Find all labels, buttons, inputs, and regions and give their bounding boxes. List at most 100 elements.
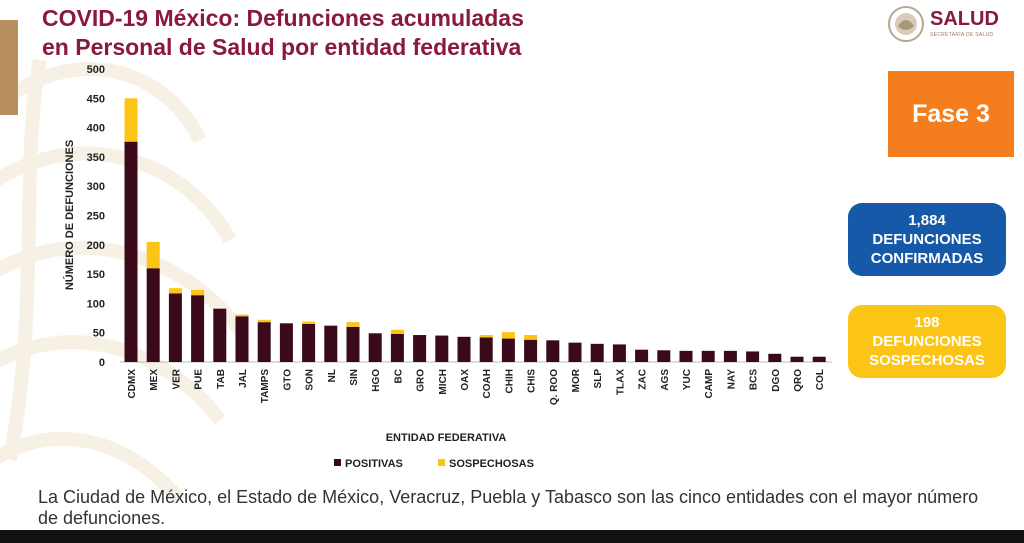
bar-positivas xyxy=(368,333,382,362)
bar-positivas xyxy=(413,335,427,362)
bar-positivas xyxy=(457,336,471,362)
x-tick-label: BCS xyxy=(749,369,760,390)
bar-sospechosas xyxy=(124,98,138,142)
x-tick-label: NL xyxy=(327,369,338,382)
logo-subtitle: SECRETARÍA DE SALUD xyxy=(930,32,994,38)
confirmed-count: 1,884 xyxy=(908,212,946,229)
bar-positivas xyxy=(679,350,693,362)
x-tick-label: TLAX xyxy=(615,369,626,395)
y-tick-label: 50 xyxy=(93,328,105,340)
confirmed-deaths-card: 1,884 DEFUNCIONES CONFIRMADAS xyxy=(848,203,1006,276)
x-tick-label: TAMPS xyxy=(260,369,271,404)
bar-sospechosas xyxy=(235,314,249,317)
y-tick-label: 250 xyxy=(87,211,105,223)
bar-positivas xyxy=(746,351,760,362)
bar-positivas xyxy=(279,323,293,362)
y-tick-label: 150 xyxy=(87,269,105,281)
y-tick-label: 450 xyxy=(87,93,105,105)
y-tick-label: 300 xyxy=(87,181,105,193)
x-tick-label: DGO xyxy=(771,369,782,392)
bar-positivas xyxy=(235,316,249,362)
x-tick-label: CHIH xyxy=(504,369,515,393)
x-tick-label: JAL xyxy=(238,369,249,388)
bar-sospechosas xyxy=(479,335,493,338)
confirmed-label-1: DEFUNCIONES xyxy=(872,231,982,248)
bar-positivas xyxy=(524,339,538,362)
legend-swatch-positivas xyxy=(334,459,341,466)
footnote-text: La Ciudad de México, el Estado de México… xyxy=(38,487,979,528)
bar-positivas xyxy=(701,350,715,362)
x-tick-label: ZAC xyxy=(638,369,649,390)
bar-positivas xyxy=(612,344,626,362)
bar-positivas xyxy=(390,333,404,362)
deaths-by-state-chart: 0 50 100 150 200 250 300 350 400 450 500 NÚMERO DE … xyxy=(63,64,832,470)
bar-positivas xyxy=(723,350,737,362)
salud-logo: SALUD SECRETARÍA DE SALUD xyxy=(886,4,1014,44)
bar-positivas xyxy=(146,268,160,362)
bar-positivas xyxy=(546,340,560,362)
x-tick-label: CAMP xyxy=(704,369,715,399)
x-tick-label: SON xyxy=(305,369,316,391)
x-tick-label: SLP xyxy=(593,369,604,389)
phase-badge: Fase 3 xyxy=(888,71,1014,157)
x-tick-label: QRO xyxy=(793,369,804,392)
y-tick-label: 500 xyxy=(87,64,105,76)
suspected-deaths-card: 198 DEFUNCIONES SOSPECHOSAS xyxy=(848,305,1006,378)
bar-positivas xyxy=(590,343,604,362)
bar-sospechosas xyxy=(146,241,160,269)
bar-positivas xyxy=(435,335,449,362)
left-accent-bar xyxy=(0,20,18,115)
bar-positivas xyxy=(657,350,671,362)
y-tick-label: 200 xyxy=(87,240,105,252)
bar-positivas xyxy=(790,356,804,362)
bar-positivas xyxy=(124,141,138,362)
x-axis-label: ENTIDAD FEDERATIVA xyxy=(386,432,507,444)
background-ornament xyxy=(0,58,246,505)
bar-sospechosas xyxy=(390,329,404,334)
confirmed-label-2: CONFIRMADAS xyxy=(870,250,984,267)
x-tick-label: SIN xyxy=(349,369,360,386)
x-tick-label: OAX xyxy=(460,369,471,391)
y-tick-label: 350 xyxy=(87,152,105,164)
bar-sospechosas xyxy=(257,319,271,323)
x-tick-label: GTO xyxy=(282,369,293,391)
bar-sospechosas xyxy=(346,322,360,327)
bar-positivas xyxy=(501,338,515,362)
bar-positivas xyxy=(257,322,271,362)
x-tick-label: AGS xyxy=(660,369,671,391)
bar-sospechosas xyxy=(524,335,538,340)
bar-positivas xyxy=(168,293,182,362)
x-tick-label: HGO xyxy=(371,369,382,392)
x-tick-label: MOR xyxy=(571,368,582,392)
x-tick-label: TAB xyxy=(216,369,227,389)
bar-positivas xyxy=(479,337,493,362)
bar-sospechosas xyxy=(302,321,316,324)
legend-label-sospechosas: SOSPECHOSAS xyxy=(449,458,534,470)
suspected-label-2: SOSPECHOSAS xyxy=(869,352,985,369)
legend-swatch-sospechosas xyxy=(438,459,445,466)
bar-sospechosas xyxy=(501,332,515,339)
y-tick-label: 100 xyxy=(87,298,105,310)
y-tick-label: 400 xyxy=(87,123,105,135)
page-title: COVID-19 México: Defunciones acumuladas … xyxy=(42,4,524,62)
bar-positivas xyxy=(635,349,649,362)
x-tick-label: COL xyxy=(815,369,826,390)
bar-sospechosas xyxy=(435,335,449,336)
coat-of-arms-icon xyxy=(888,6,924,42)
x-tick-label: CDMX xyxy=(127,369,138,399)
bar-positivas xyxy=(812,356,826,362)
bar-sospechosas xyxy=(168,288,182,294)
bar-sospechosas xyxy=(191,289,205,296)
bar-positivas xyxy=(302,323,316,362)
bar-positivas xyxy=(768,353,782,362)
bottom-bar xyxy=(0,530,1024,543)
title-line-2: en Personal de Salud por entidad federat… xyxy=(42,34,522,60)
bar-positivas xyxy=(191,295,205,362)
bar-positivas xyxy=(346,326,360,362)
x-tick-label: VER xyxy=(171,368,182,389)
x-tick-label: Q. ROO xyxy=(549,369,560,405)
x-tick-label: PUE xyxy=(194,369,205,390)
y-tick-label: 0 xyxy=(99,357,105,369)
x-tick-label: MEX xyxy=(149,369,160,391)
title-line-1: COVID-19 México: Defunciones acumuladas xyxy=(42,5,524,31)
